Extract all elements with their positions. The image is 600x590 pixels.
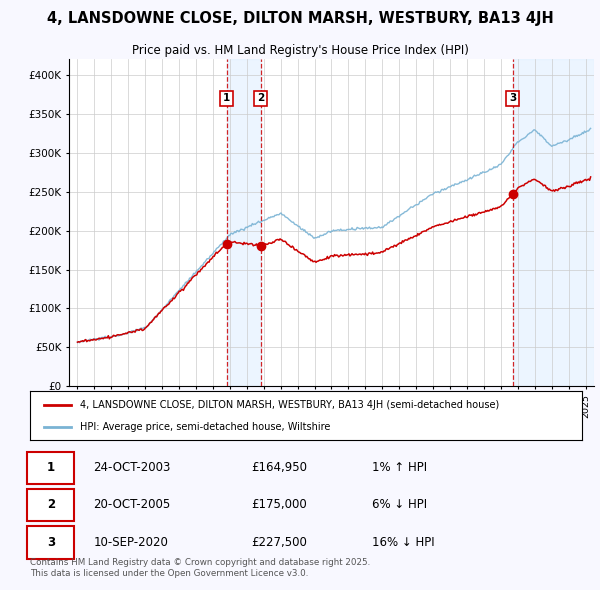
Text: 10-SEP-2020: 10-SEP-2020 — [94, 536, 169, 549]
Text: £175,000: £175,000 — [251, 498, 307, 511]
Text: 4, LANSDOWNE CLOSE, DILTON MARSH, WESTBURY, BA13 4JH: 4, LANSDOWNE CLOSE, DILTON MARSH, WESTBU… — [47, 11, 553, 26]
Text: 2: 2 — [47, 498, 55, 511]
Text: 3: 3 — [509, 93, 516, 103]
Text: 3: 3 — [47, 536, 55, 549]
Text: £227,500: £227,500 — [251, 536, 307, 549]
Bar — [227, 59, 260, 386]
Text: 24-OCT-2003: 24-OCT-2003 — [94, 461, 171, 474]
Text: HPI: Average price, semi-detached house, Wiltshire: HPI: Average price, semi-detached house,… — [80, 422, 330, 432]
FancyBboxPatch shape — [27, 526, 74, 559]
Text: 20-OCT-2005: 20-OCT-2005 — [94, 498, 171, 511]
Text: 1% ↑ HPI: 1% ↑ HPI — [372, 461, 427, 474]
FancyBboxPatch shape — [27, 452, 74, 484]
Text: Price paid vs. HM Land Registry's House Price Index (HPI): Price paid vs. HM Land Registry's House … — [131, 44, 469, 57]
Text: 16% ↓ HPI: 16% ↓ HPI — [372, 536, 435, 549]
Text: 4, LANSDOWNE CLOSE, DILTON MARSH, WESTBURY, BA13 4JH (semi-detached house): 4, LANSDOWNE CLOSE, DILTON MARSH, WESTBU… — [80, 399, 499, 409]
Text: 1: 1 — [223, 93, 230, 103]
Text: £164,950: £164,950 — [251, 461, 307, 474]
Bar — [512, 59, 594, 386]
FancyBboxPatch shape — [27, 489, 74, 521]
Text: 6% ↓ HPI: 6% ↓ HPI — [372, 498, 427, 511]
Text: 1: 1 — [47, 461, 55, 474]
Text: Contains HM Land Registry data © Crown copyright and database right 2025.
This d: Contains HM Land Registry data © Crown c… — [30, 558, 370, 578]
Text: 2: 2 — [257, 93, 264, 103]
